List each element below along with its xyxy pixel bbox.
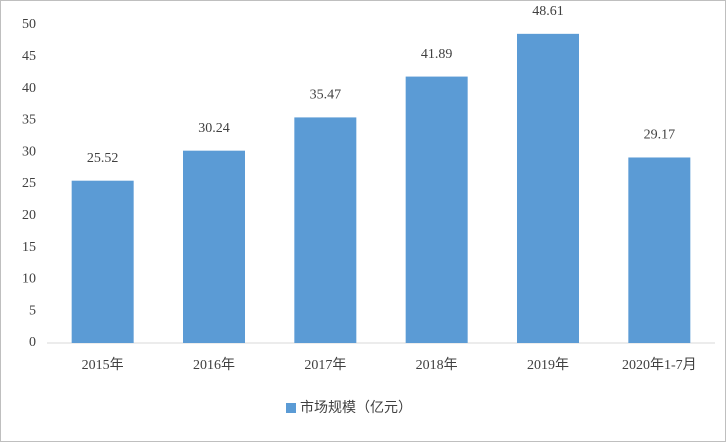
legend-label: 市场规模（亿元）: [300, 399, 412, 416]
x-tick-label: 2018年: [416, 357, 458, 373]
x-tick-label: 2017年: [304, 357, 346, 373]
bar: [405, 76, 468, 344]
data-label: 25.52: [87, 151, 119, 166]
y-tick-label: 20: [22, 208, 36, 223]
y-tick-label: 45: [22, 49, 36, 64]
data-label: 29.17: [644, 128, 676, 143]
y-tick-label: 10: [22, 272, 36, 287]
data-label: 35.47: [310, 88, 342, 103]
y-tick-label: 30: [22, 144, 36, 159]
bar: [628, 157, 691, 343]
bar: [294, 117, 357, 343]
x-tick-label: 2020年1-7月: [622, 357, 697, 373]
legend-swatch: [286, 403, 296, 413]
x-tick-label: 2016年: [193, 357, 235, 373]
y-tick-label: 25: [22, 176, 36, 191]
y-tick-label: 50: [22, 17, 36, 32]
y-tick-label: 35: [22, 113, 36, 128]
data-label: 30.24: [198, 121, 230, 136]
bar: [183, 150, 245, 343]
y-tick-label: 15: [22, 240, 36, 255]
data-label: 41.89: [421, 47, 453, 62]
x-tick-label: 2015年: [82, 357, 124, 373]
bar: [71, 180, 134, 343]
data-label: 48.61: [532, 4, 564, 19]
x-tick-label: 2019年: [527, 357, 569, 373]
bar: [517, 33, 579, 344]
y-tick-label: 40: [22, 81, 36, 96]
y-tick-label: 0: [29, 335, 36, 350]
y-tick-label: 5: [29, 303, 36, 318]
